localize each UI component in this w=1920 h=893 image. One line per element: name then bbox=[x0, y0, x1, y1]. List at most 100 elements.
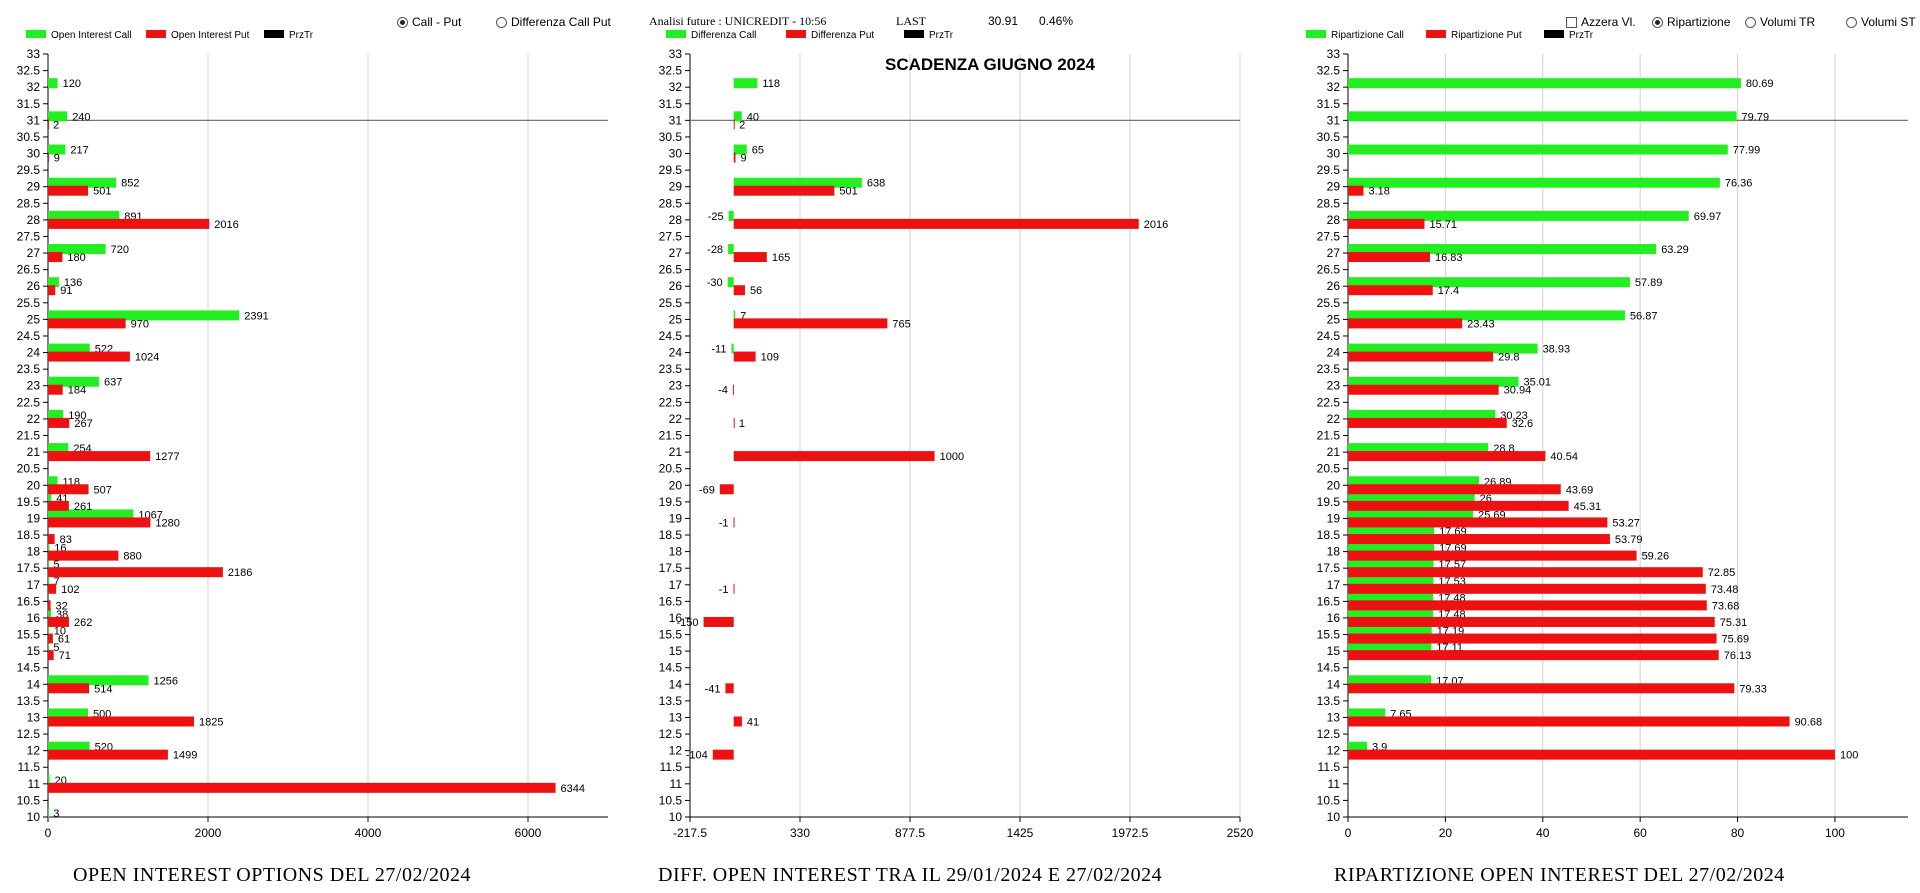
bar-value-label: 5 bbox=[53, 642, 59, 654]
put-bar bbox=[1348, 716, 1790, 727]
bar-value-label: 40 bbox=[747, 111, 759, 123]
x-tick-label: 330 bbox=[790, 826, 810, 840]
bar-value-label: 852 bbox=[121, 178, 139, 190]
y-tick-label: 26.5 bbox=[659, 263, 683, 277]
put-bar bbox=[48, 152, 49, 163]
put-bar bbox=[48, 517, 151, 528]
put-bar bbox=[1348, 600, 1707, 611]
y-tick-label: 24.5 bbox=[17, 329, 41, 343]
y-tick-label: 11.5 bbox=[18, 760, 41, 774]
bar-value-label: 71 bbox=[59, 650, 71, 662]
y-tick-label: 16.5 bbox=[659, 594, 683, 608]
put-bar bbox=[733, 716, 742, 727]
put-bar bbox=[48, 119, 49, 130]
y-tick-label: 22.5 bbox=[659, 395, 683, 409]
legend-swatch bbox=[1544, 30, 1564, 38]
y-tick-label: 13.5 bbox=[17, 694, 41, 708]
y-tick-label: 25.5 bbox=[17, 296, 41, 310]
chart-subtitle: SCADENZA GIUGNO 2024 bbox=[885, 55, 1096, 74]
legend-label: PrzTr bbox=[929, 30, 954, 41]
y-tick-label: 24 bbox=[669, 346, 683, 360]
put-bar bbox=[48, 285, 56, 296]
y-tick-label: 16 bbox=[669, 611, 683, 625]
y-tick-label: 20.5 bbox=[1317, 462, 1341, 476]
bar-value-label: 1277 bbox=[155, 451, 179, 463]
y-tick-label: 29.5 bbox=[659, 163, 683, 177]
x-tick-label: -217.5 bbox=[673, 826, 707, 840]
put-bar bbox=[48, 185, 89, 196]
y-tick-label: 13 bbox=[27, 710, 41, 724]
radio-differenza-label: Differenza Call Put bbox=[511, 15, 611, 29]
chart-title-ripartizione: RIPARTIZIONE OPEN INTEREST DEL 27/02/202… bbox=[1334, 864, 1785, 886]
legend-label: Ripartizione Put bbox=[1451, 30, 1522, 41]
call-bar bbox=[1348, 675, 1432, 686]
put-bar bbox=[1348, 451, 1546, 462]
put-bar bbox=[733, 285, 745, 296]
radio-call-put-label: Call - Put bbox=[412, 15, 462, 29]
bar-value-label: 38.93 bbox=[1543, 344, 1571, 356]
bar-value-label: 5 bbox=[53, 559, 59, 571]
put-bar bbox=[48, 484, 89, 495]
bar-value-label: 63.29 bbox=[1661, 244, 1689, 256]
bar-value-label: 2186 bbox=[228, 567, 252, 579]
bar-value-label: 40.54 bbox=[1550, 451, 1578, 463]
checkbox-azzera[interactable]: Azzera Vl. bbox=[1566, 15, 1636, 29]
y-tick-label: 20.5 bbox=[659, 462, 683, 476]
bar-value-label: -28 bbox=[707, 244, 723, 256]
bar-value-label: 32.6 bbox=[1512, 418, 1533, 430]
bar-value-label: 190 bbox=[68, 410, 86, 422]
y-tick-label: 21 bbox=[27, 445, 41, 459]
put-bar bbox=[48, 318, 126, 329]
put-bar bbox=[1348, 616, 1715, 627]
y-tick-label: 30.5 bbox=[17, 130, 41, 144]
call-bar bbox=[733, 177, 862, 188]
y-tick-label: 10.5 bbox=[1317, 793, 1341, 807]
y-tick-label: 32 bbox=[669, 80, 683, 94]
y-tick-label: 26 bbox=[27, 279, 41, 293]
put-bar bbox=[48, 500, 69, 511]
y-tick-label: 22.5 bbox=[1317, 395, 1341, 409]
put-bar bbox=[48, 218, 210, 229]
bar-value-label: 9 bbox=[741, 153, 747, 165]
last-label: LAST bbox=[896, 14, 926, 28]
call-bar bbox=[1348, 592, 1434, 603]
radio-indicator bbox=[1745, 16, 1756, 28]
radio-ripartizione[interactable]: Ripartizione bbox=[1652, 15, 1730, 29]
call-bar bbox=[48, 808, 49, 818]
y-tick-label: 23 bbox=[1327, 379, 1341, 393]
y-tick-label: 18 bbox=[1327, 545, 1341, 559]
bar-value-label: 638 bbox=[867, 178, 885, 190]
bar-value-label: 262 bbox=[74, 617, 92, 629]
analysis-label: Analisi future : UNICREDIT - 10:56 bbox=[649, 14, 827, 28]
radio-differenza-call-put[interactable]: Differenza Call Put bbox=[496, 15, 611, 29]
bar-value-label: 53.79 bbox=[1615, 534, 1643, 546]
y-tick-label: 28 bbox=[27, 213, 41, 227]
y-tick-label: 17 bbox=[27, 578, 41, 592]
put-bar bbox=[48, 583, 57, 594]
y-tick-label: 11 bbox=[670, 777, 683, 791]
x-tick-label: 2520 bbox=[1227, 826, 1254, 840]
put-bar bbox=[733, 218, 1139, 229]
radio-volumi-st[interactable]: Volumi ST bbox=[1846, 15, 1916, 29]
call-bar bbox=[1348, 244, 1657, 255]
y-tick-label: 32.5 bbox=[17, 64, 41, 78]
put-bar bbox=[48, 650, 54, 661]
legend-swatch bbox=[666, 30, 686, 38]
y-tick-label: 15 bbox=[1327, 644, 1341, 658]
radio-call-put[interactable]: Call - Put bbox=[397, 15, 461, 29]
call-bar bbox=[48, 144, 66, 155]
call-bar bbox=[48, 476, 58, 487]
call-bar bbox=[1348, 277, 1630, 288]
radio-volumi-tr[interactable]: Volumi TR bbox=[1745, 15, 1815, 29]
legend-swatch bbox=[1306, 30, 1326, 38]
y-tick-label: 28 bbox=[669, 213, 683, 227]
bar-value-label: 56.87 bbox=[1630, 310, 1658, 322]
call-bar bbox=[48, 443, 69, 454]
call-bar bbox=[1348, 559, 1434, 570]
call-bar bbox=[48, 310, 240, 321]
bar-value-label: 2391 bbox=[244, 310, 268, 322]
call-bar bbox=[1348, 476, 1479, 487]
call-bar bbox=[1348, 526, 1435, 537]
legend-label: Open Interest Put bbox=[171, 30, 250, 41]
bar-value-label: 75.31 bbox=[1720, 617, 1748, 629]
